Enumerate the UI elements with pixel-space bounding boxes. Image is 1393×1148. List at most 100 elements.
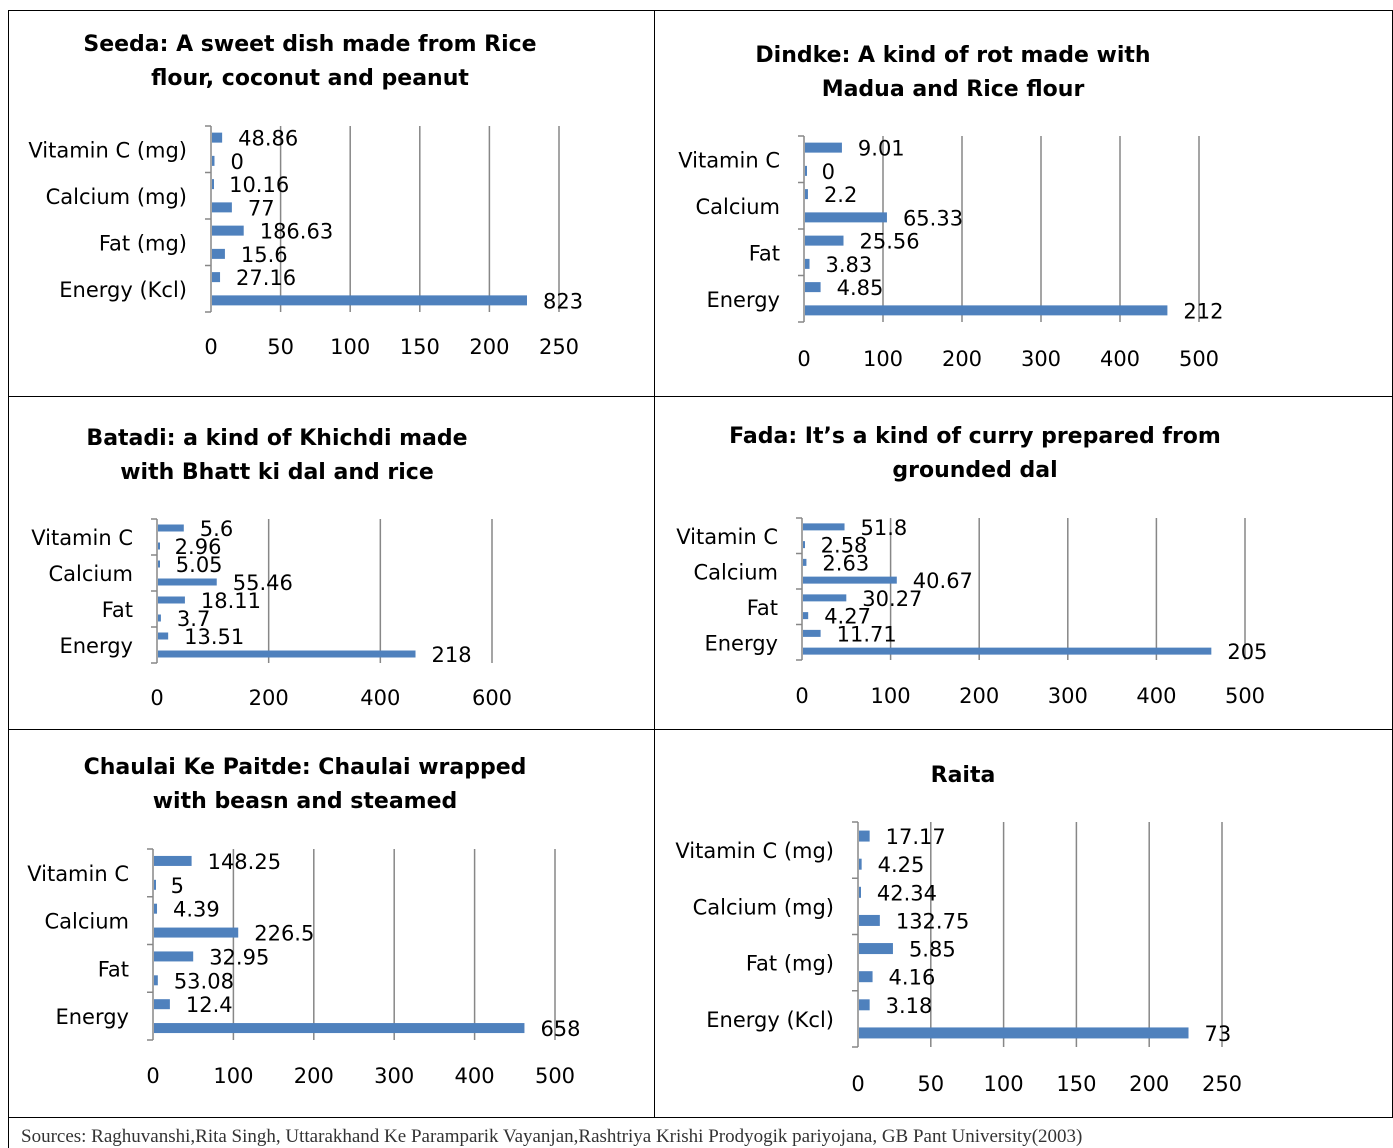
bar (154, 855, 192, 866)
bar-value-label: 186.63 (260, 220, 333, 244)
category-label-energy: Energy (704, 631, 778, 655)
bar-value-label: 5.85 (909, 938, 956, 962)
bar (212, 202, 232, 213)
category-label-fat-mg: Fat (mg) (746, 952, 834, 976)
category-label-vitamin-c: Vitamin C (676, 525, 778, 549)
chart-svg: Raita 0 50 100 150 200 250 Vitamin C (mg) Calciu… (675, 763, 1242, 1096)
bar-value-label: 658 (540, 1017, 580, 1041)
x-tick-label: 150 (1056, 1072, 1096, 1096)
x-tick-label: 400 (360, 686, 400, 710)
bar (154, 999, 170, 1010)
x-tick-label: 600 (472, 686, 512, 710)
category-label-energy-kcl: Energy (Kcl) (706, 1008, 834, 1032)
x-tick-label: 100 (871, 684, 911, 708)
category-label-calcium: Calcium (44, 910, 129, 934)
bar (805, 235, 844, 246)
bar (158, 578, 217, 586)
bar-value-label: 3.7 (177, 607, 210, 631)
category-label-vitamin-c: Vitamin C (678, 148, 780, 172)
bar (212, 295, 527, 306)
bar (803, 629, 821, 637)
bar-value-label: 51.8 (861, 516, 908, 540)
bar (158, 542, 160, 550)
bar (859, 943, 893, 955)
x-tick-label: 300 (1048, 684, 1088, 708)
bar (803, 576, 897, 584)
chart-svg: Fada: It’s a kind of curry prepared from… (676, 424, 1267, 708)
bar-value-label: 27.16 (236, 266, 296, 290)
bar (212, 272, 221, 283)
bar-value-label: 148.25 (208, 850, 281, 874)
category-label-energy-kcl: Energy (Kcl) (59, 278, 187, 302)
source-citation: Sources: Raghuvanshi,Rita Singh, Uttarak… (21, 1126, 1083, 1147)
bar-value-label: 2.96 (175, 535, 222, 559)
x-tick-label: 150 (400, 335, 440, 359)
bar (859, 1027, 1189, 1039)
bar (154, 927, 239, 938)
chart-panel-dindke: Dindke: A kind of rot made with Madua and… (654, 10, 1393, 397)
bar (154, 879, 156, 890)
bar-value-label: 0 (230, 150, 243, 174)
category-label-calcium: Calcium (695, 195, 780, 219)
bar-value-label: 53.08 (174, 969, 234, 993)
source-footer: Sources: Raghuvanshi,Rita Singh, Uttarak… (8, 1117, 1393, 1148)
bar-value-label: 4.16 (889, 966, 936, 990)
bar (805, 258, 810, 269)
bar (158, 614, 161, 622)
bar-value-label: 3.83 (826, 253, 873, 277)
bar (158, 632, 169, 640)
bar-value-label: 17.17 (886, 825, 946, 849)
chart-title-line: Dindke: A kind of rot made with (755, 43, 1150, 68)
bar-value-label: 4.39 (173, 898, 220, 922)
bar-value-label: 32.95 (209, 945, 269, 969)
bar-value-label: 5.6 (200, 517, 233, 541)
chart-title-line: Raita (931, 763, 996, 788)
bar-value-label: 2.63 (822, 551, 869, 575)
x-tick-label: 50 (917, 1072, 944, 1096)
x-tick-label: 200 (294, 1064, 334, 1088)
category-label-calcium: Calcium (48, 562, 133, 586)
x-tick-label: 0 (150, 686, 163, 710)
bar-value-label: 18.11 (201, 589, 261, 613)
bar (212, 225, 244, 236)
category-label-vitamin-c-mg: Vitamin C (mg) (28, 138, 187, 162)
x-tick-label: 300 (1021, 347, 1061, 371)
x-tick-label: 50 (267, 335, 294, 359)
x-tick-label: 100 (330, 335, 370, 359)
bar-value-label: 2.58 (821, 534, 868, 558)
category-label-energy: Energy (59, 634, 133, 658)
bar (803, 612, 809, 620)
bar (859, 971, 873, 983)
x-tick-label: 500 (1179, 347, 1219, 371)
bar-value-label: 226.5 (254, 922, 314, 946)
x-tick-label: 500 (535, 1064, 575, 1088)
bar (803, 594, 847, 602)
category-label-calcium: Calcium (693, 560, 778, 584)
bar-value-label: 12.4 (186, 993, 233, 1017)
bar (805, 142, 842, 153)
x-tick-label: 400 (1136, 684, 1176, 708)
category-label-fat: Fat (749, 241, 780, 265)
bar (859, 830, 870, 842)
chart-panel-seeda: Seeda: A sweet dish made from Rice flour,… (8, 10, 655, 397)
x-tick-label: 200 (469, 335, 509, 359)
x-tick-label: 200 (942, 347, 982, 371)
bar-value-label: 4.85 (837, 276, 884, 300)
x-tick-label: 0 (146, 1064, 159, 1088)
chart-title-line: flour, coconut and peanut (151, 66, 469, 91)
category-label-calcium-mg: Calcium (mg) (693, 895, 834, 919)
bar-value-label: 42.34 (877, 881, 937, 905)
bar-value-label: 65.33 (903, 206, 963, 230)
bar (803, 541, 805, 549)
category-label-vitamin-c: Vitamin C (27, 862, 129, 886)
bar (805, 189, 808, 200)
category-label-fat: Fat (102, 598, 133, 622)
bar (154, 975, 158, 986)
bar-value-label: 212 (1183, 299, 1223, 323)
chart-panel-fada: Fada: It’s a kind of curry prepared from… (654, 396, 1393, 730)
bar-value-label: 25.56 (860, 230, 920, 254)
bar (158, 650, 416, 658)
x-tick-label: 250 (539, 335, 579, 359)
bar (805, 282, 821, 293)
bar-value-label: 0 (822, 160, 835, 184)
